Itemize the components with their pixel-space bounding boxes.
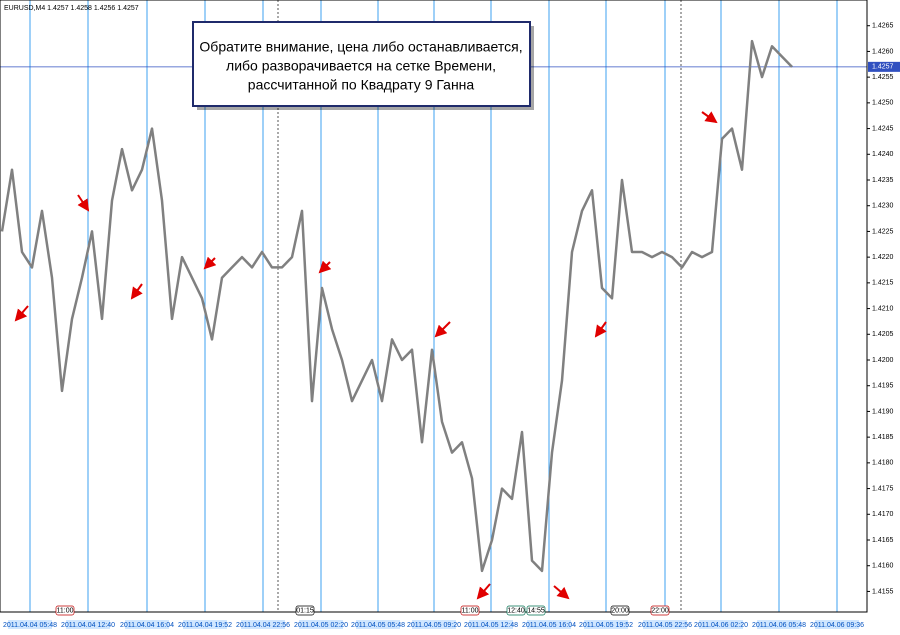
time-marker-box bbox=[526, 605, 546, 616]
time-label: 2011.04.04 16:04 bbox=[120, 622, 174, 629]
y-tick-label: 1.4165 bbox=[872, 537, 894, 544]
plot-frame bbox=[0, 0, 868, 613]
time-label: 2011.04.06 05:48 bbox=[752, 622, 806, 629]
y-tick-label: 1.4250 bbox=[872, 100, 894, 107]
symbol-title: EURUSD,M4 1.4257 1.4258 1.4256 1.4257 bbox=[4, 5, 139, 12]
y-tick-label: 1.4190 bbox=[872, 408, 894, 415]
time-label-box bbox=[412, 620, 456, 629]
time-marker-box bbox=[295, 605, 315, 616]
time-label-box bbox=[66, 620, 110, 629]
note-line: рассчитанной по Квадрату 9 Ганна bbox=[248, 77, 475, 93]
time-marker: 01:15 bbox=[296, 607, 314, 614]
time-marker: 20:00 bbox=[611, 607, 629, 614]
y-tick-label: 1.4155 bbox=[872, 588, 894, 595]
y-tick-label: 1.4245 bbox=[872, 125, 894, 132]
time-label: 2011.04.04 12:40 bbox=[61, 622, 115, 629]
y-tick-label: 1.4185 bbox=[872, 434, 894, 441]
time-label: 2011.04.05 12:48 bbox=[464, 622, 518, 629]
time-label: 2011.04.05 16:04 bbox=[522, 622, 576, 629]
y-tick-label: 1.4220 bbox=[872, 254, 894, 261]
plot-layer bbox=[0, 39, 793, 573]
time-label-box bbox=[356, 620, 400, 629]
time-label-box bbox=[183, 620, 227, 629]
y-tick-label: 1.4200 bbox=[872, 357, 894, 364]
y-tick-label: 1.4240 bbox=[872, 151, 894, 158]
time-label: 2011.04.06 02:20 bbox=[694, 622, 748, 629]
current-price-box bbox=[868, 61, 900, 72]
time-label-box bbox=[757, 620, 801, 629]
time-label-box bbox=[815, 620, 859, 629]
time-label: 2011.04.06 09:36 bbox=[810, 622, 864, 629]
time-label: 2011.04.04 05:48 bbox=[3, 622, 57, 629]
time-marker-box bbox=[55, 605, 75, 616]
time-label: 2011.04.05 09:20 bbox=[407, 622, 461, 629]
time-label-box bbox=[299, 620, 343, 629]
time-label-box bbox=[584, 620, 628, 629]
time-label: 2011.04.05 19:52 bbox=[579, 622, 633, 629]
y-tick-label: 1.4265 bbox=[872, 23, 894, 30]
time-label-box bbox=[643, 620, 687, 629]
y-tick-label: 1.4180 bbox=[872, 460, 894, 467]
time-label: 2011.04.05 05:48 bbox=[351, 622, 405, 629]
note-box bbox=[192, 21, 531, 107]
y-tick-label: 1.4260 bbox=[872, 48, 894, 55]
time-label: 2011.04.05 22:56 bbox=[638, 622, 692, 629]
time-label: 2011.04.05 02:20 bbox=[294, 622, 348, 629]
y-tick-label: 1.4255 bbox=[872, 74, 894, 81]
time-marker: 22:00 bbox=[651, 607, 669, 614]
y-tick-label: 1.4195 bbox=[872, 383, 894, 390]
time-label: 2011.04.04 19:52 bbox=[178, 622, 232, 629]
time-marker: 11:00 bbox=[57, 607, 74, 614]
y-tick-label: 1.4205 bbox=[872, 331, 894, 338]
time-label: 2011.04.04 22:56 bbox=[236, 622, 290, 629]
time-label-box bbox=[469, 620, 513, 629]
time-label-box bbox=[8, 620, 52, 629]
price-line bbox=[0, 39, 793, 573]
y-tick-label: 1.4225 bbox=[872, 228, 894, 235]
note-line: Обратите внимание, цена либо останавлива… bbox=[199, 39, 522, 55]
arrows bbox=[14, 111, 718, 600]
time-marker: 12:40 bbox=[507, 607, 525, 614]
current-price-label: 1.4257 bbox=[872, 64, 894, 71]
time-marker: 14:55 bbox=[527, 607, 545, 614]
y-tick-label: 1.4170 bbox=[872, 511, 894, 518]
time-label-box bbox=[125, 620, 169, 629]
time-label-box bbox=[241, 620, 285, 629]
time-label-box bbox=[527, 620, 571, 629]
time-marker-box bbox=[460, 605, 480, 616]
y-tick-label: 1.4230 bbox=[872, 203, 894, 210]
y-tick-label: 1.4235 bbox=[872, 177, 894, 184]
y-tick-label: 1.4210 bbox=[872, 305, 894, 312]
time-label-box bbox=[699, 620, 743, 629]
y-tick-label: 1.4160 bbox=[872, 563, 894, 570]
time-marker-box bbox=[506, 605, 526, 616]
time-marker-box bbox=[610, 605, 630, 616]
note-line: либо разворачивается на сетке Времени, bbox=[226, 58, 496, 74]
time-marker-box bbox=[650, 605, 670, 616]
y-tick-label: 1.4175 bbox=[872, 485, 894, 492]
y-tick-label: 1.4215 bbox=[872, 280, 894, 287]
time-marker: 11:00 bbox=[462, 607, 479, 614]
